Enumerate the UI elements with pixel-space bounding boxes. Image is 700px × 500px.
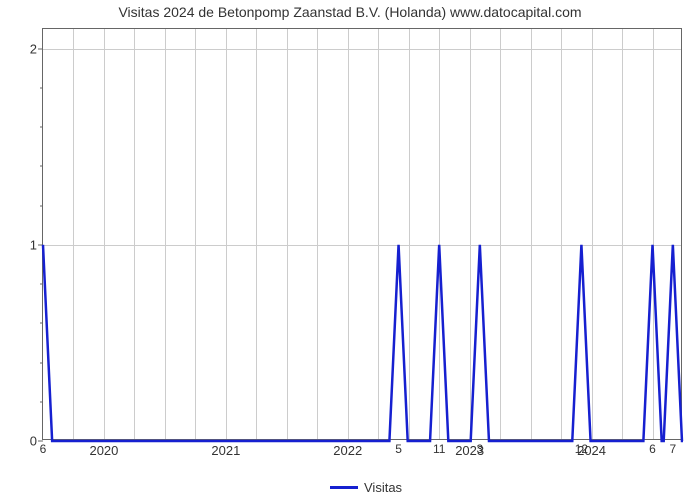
ytick-label: 0 <box>30 434 37 449</box>
spike-label: 6 <box>40 442 47 456</box>
spike-label: 11 <box>433 442 445 456</box>
ytick-label: 2 <box>30 41 37 56</box>
legend: Visitas <box>330 480 402 495</box>
plot-area: 01220202021202220232024651131267 <box>42 28 682 440</box>
legend-swatch <box>330 486 358 489</box>
legend-label: Visitas <box>364 480 402 495</box>
spike-label: 6 <box>649 442 656 456</box>
xtick-label: 2020 <box>89 443 118 458</box>
spike-label: 5 <box>395 442 402 456</box>
spike-label: 3 <box>476 442 483 456</box>
xtick-label: 2021 <box>211 443 240 458</box>
xtick-label: 2022 <box>333 443 362 458</box>
spike-label: 7 <box>669 442 676 456</box>
data-line <box>43 29 683 441</box>
ytick-label: 1 <box>30 237 37 252</box>
chart-title: Visitas 2024 de Betonpomp Zaanstad B.V. … <box>0 4 700 20</box>
spike-label: 12 <box>575 442 588 456</box>
